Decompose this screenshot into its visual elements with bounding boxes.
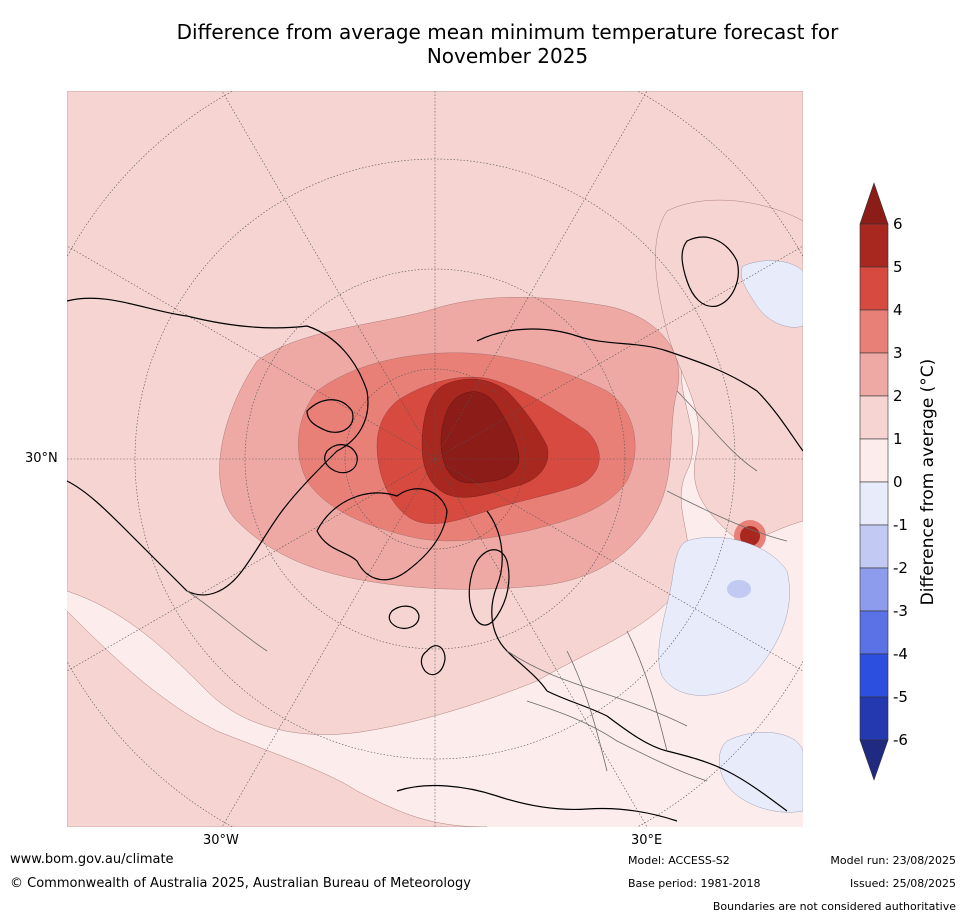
anomaly-1-2-region-west	[67, 610, 488, 827]
anomaly-cool-region-east	[658, 537, 790, 696]
country-borders	[186, 390, 788, 782]
colorbar-band	[859, 696, 889, 741]
colorbar-tick-label: 2	[893, 387, 903, 405]
footer-issued: Issued: 25/08/2025	[849, 877, 956, 890]
colorbar-band	[859, 524, 889, 569]
colorbar-tick-label: -3	[893, 602, 908, 620]
colorbar-band	[859, 438, 889, 483]
footer-copyright: © Commonwealth of Australia 2025, Austra…	[10, 876, 471, 891]
footer-base-period: Base period: 1981-2018	[628, 877, 761, 890]
lon-label-30e: 30°E	[631, 833, 663, 848]
colorbar-tick-label: 5	[893, 258, 903, 276]
colorbar-band	[859, 653, 889, 698]
footer-model-run: Model run: 23/08/2025	[830, 854, 956, 867]
colorbar-tick-label: 1	[893, 430, 903, 448]
colorbar-tick-label: 0	[893, 473, 903, 491]
colorbar-tick-label: -4	[893, 645, 908, 663]
colorbar-extend-high	[859, 182, 889, 225]
anomaly-map	[67, 91, 803, 827]
colorbar-label: Difference from average (°C)	[918, 359, 938, 606]
anomaly-cool-patch	[727, 580, 751, 598]
colorbar-band	[859, 266, 889, 311]
colorbar-tick-label: -2	[893, 559, 908, 577]
colorbar-band	[859, 309, 889, 354]
anomaly-above-6-core	[440, 391, 520, 484]
graticule	[67, 91, 803, 827]
colorbar-tick-label: 4	[893, 301, 903, 319]
title-line-1: Difference from average mean minimum tem…	[176, 20, 839, 44]
title-line-2: November 2025	[426, 44, 589, 68]
lat-label-30n: 30°N	[25, 451, 58, 466]
colorbar-extend-low	[859, 739, 889, 781]
anomaly-cool-region-northeast	[741, 260, 803, 328]
colorbar-tick-label: -5	[893, 688, 908, 706]
colorbar-tick-label: 3	[893, 344, 903, 362]
colorbar-svg: 6 5 4 3 2 1 0 -1 -2 -3 -4 -5 -6 Difference from aver…	[859, 182, 938, 781]
footer-disclaimer: Boundaries are not considered authoritat…	[712, 900, 956, 913]
colorbar-tick-label: -6	[893, 731, 908, 749]
colorbar-band	[859, 395, 889, 440]
footer-model: Model: ACCESS-S2	[628, 854, 730, 867]
chart-title: Difference from average mean minimum tem…	[60, 20, 955, 68]
colorbar-tick-label: -1	[893, 516, 908, 534]
colorbar-band	[859, 567, 889, 612]
footer-website: www.bom.gov.au/climate	[10, 852, 174, 867]
colorbar-band	[859, 610, 889, 655]
colorbar: 6 5 4 3 2 1 0 -1 -2 -3 -4 -5 -6 Difference from aver…	[855, 180, 965, 785]
colorbar-band	[859, 223, 889, 268]
colorbar-tick-label: 6	[893, 215, 903, 233]
anomaly-cool-region-southeast	[719, 732, 803, 813]
map-svg	[67, 91, 803, 827]
colorbar-band	[859, 481, 889, 526]
lon-label-30w: 30°W	[203, 833, 239, 848]
colorbar-band	[859, 352, 889, 397]
